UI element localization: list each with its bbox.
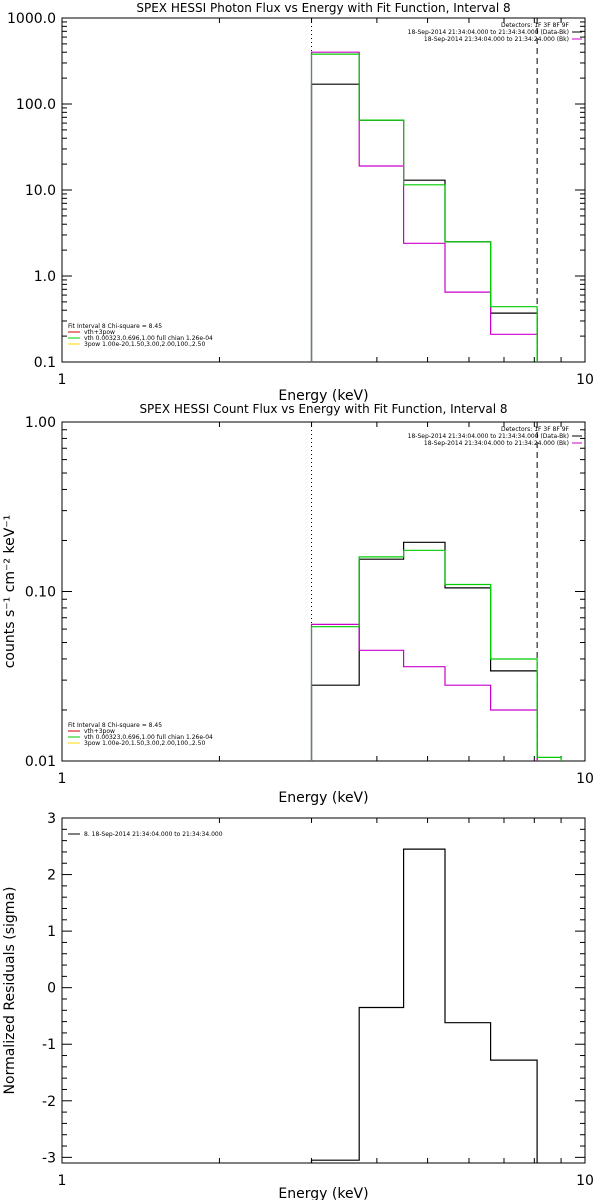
photon-x-axis-label: Energy (keV) xyxy=(278,388,368,404)
residuals-plot-frame xyxy=(61,817,586,1164)
count-x-tick-label: 10 xyxy=(576,771,594,787)
residuals-y-tick-label: 3 xyxy=(47,811,56,827)
residuals-y-tick-label: -2 xyxy=(42,1094,56,1110)
count-x-tick-label: 1 xyxy=(58,771,67,787)
photon-chart-title: SPEX HESSI Photon Flux vs Energy with Fi… xyxy=(136,1,510,15)
residuals-x-axis-label: Energy (keV) xyxy=(278,1186,368,1200)
photon-legend-entry: Fit Interval 8 Chi-square = 8.45 xyxy=(68,323,162,330)
photon-y-tick-label: 1.0 xyxy=(34,269,56,285)
count-header-line: 18-Sep-2014 21:34:04.000 to 21:34:34.000… xyxy=(408,433,569,440)
count-header-line: Detectors: 1F 3F 8F 9F xyxy=(501,426,570,433)
count-x-axis-label: Energy (keV) xyxy=(278,790,368,806)
photon-legend-entry: 3pow 1.00e-20,1.50,3.00,2.00,100.,2.50 xyxy=(84,341,205,348)
photon-panel: SPEX HESSI Photon Flux vs Energy with Fi… xyxy=(7,1,594,404)
residuals-x-tick-label: 1 xyxy=(58,1173,67,1189)
count-y-axis-label: counts s⁻¹ cm⁻² keV⁻¹ xyxy=(2,515,18,669)
count-series-2-line xyxy=(310,549,562,761)
count-header-line: 18-Sep-2014 21:34:04.000 to 21:34:24.000… xyxy=(424,440,569,447)
residuals-panel: 1 10 -3 -2 -1 0 1 2 3 Energy (keV) Normalized Resi… xyxy=(2,811,594,1200)
count-legend-entry: vth+3pow xyxy=(84,728,115,735)
count-series-0-line xyxy=(310,541,538,761)
residuals-series-0-line xyxy=(310,848,538,1163)
photon-legend-entry: vth 0.00323,0.696,1.00 full chian 1.26e-… xyxy=(84,335,213,342)
residuals-y-tick-label: 0 xyxy=(47,981,56,997)
count-y-tick-label: 0.01 xyxy=(25,754,56,770)
residuals-legend-entry: 8. 18-Sep-2014 21:34:04.000 to 21:34:34.… xyxy=(84,831,223,838)
photon-series-1-line xyxy=(310,51,538,362)
photon-header-line: Detectors: 1F 3F 8F 9F xyxy=(501,22,570,29)
count-legend-entry: vth 0.00323,0.696,1.00 full chian 1.26e-… xyxy=(84,734,213,741)
residuals-y-axis-label: Normalized Residuals (sigma) xyxy=(2,887,18,1095)
count-y-tick-label: 0.10 xyxy=(25,585,56,601)
photon-header-line: 18-Sep-2014 21:34:04.000 to 21:34:24.000… xyxy=(424,36,569,43)
photon-x-tick-label: 1 xyxy=(58,372,67,388)
photon-y-tick-label: 10.0 xyxy=(25,183,56,199)
count-legend-entry: Fit Interval 8 Chi-square = 8.45 xyxy=(68,722,162,729)
residuals-x-tick-label: 10 xyxy=(576,1173,594,1189)
photon-y-tick-label: 1000.0 xyxy=(7,11,56,27)
count-series-1-line xyxy=(310,623,538,761)
photon-x-tick-label: 10 xyxy=(576,372,594,388)
count-chart-title: SPEX HESSI Count Flux vs Energy with Fit… xyxy=(139,402,507,416)
photon-series-2-line xyxy=(310,53,538,362)
residuals-y-tick-label: -1 xyxy=(42,1037,56,1053)
photon-series-0-line xyxy=(310,83,538,362)
residuals-y-tick-label: 1 xyxy=(47,924,56,940)
count-legend-entry: 3pow 1.00e-20,1.50,3.00,2.00,100.,2.50 xyxy=(84,740,205,747)
photon-plot-frame xyxy=(61,17,586,363)
photon-y-tick-label: 0.1 xyxy=(34,355,56,371)
photon-header-line: 18-Sep-2014 21:34:04.000 to 21:34:34.000… xyxy=(408,29,569,36)
residuals-y-tick-label: -3 xyxy=(42,1150,56,1166)
photon-legend-entry: vth+3pow xyxy=(84,329,115,336)
residuals-y-tick-label: 2 xyxy=(47,868,56,884)
photon-y-tick-label: 100.0 xyxy=(16,97,56,113)
count-y-tick-label: 1.00 xyxy=(25,415,56,431)
count-panel: SPEX HESSI Count Flux vs Energy with Fit… xyxy=(2,402,594,806)
